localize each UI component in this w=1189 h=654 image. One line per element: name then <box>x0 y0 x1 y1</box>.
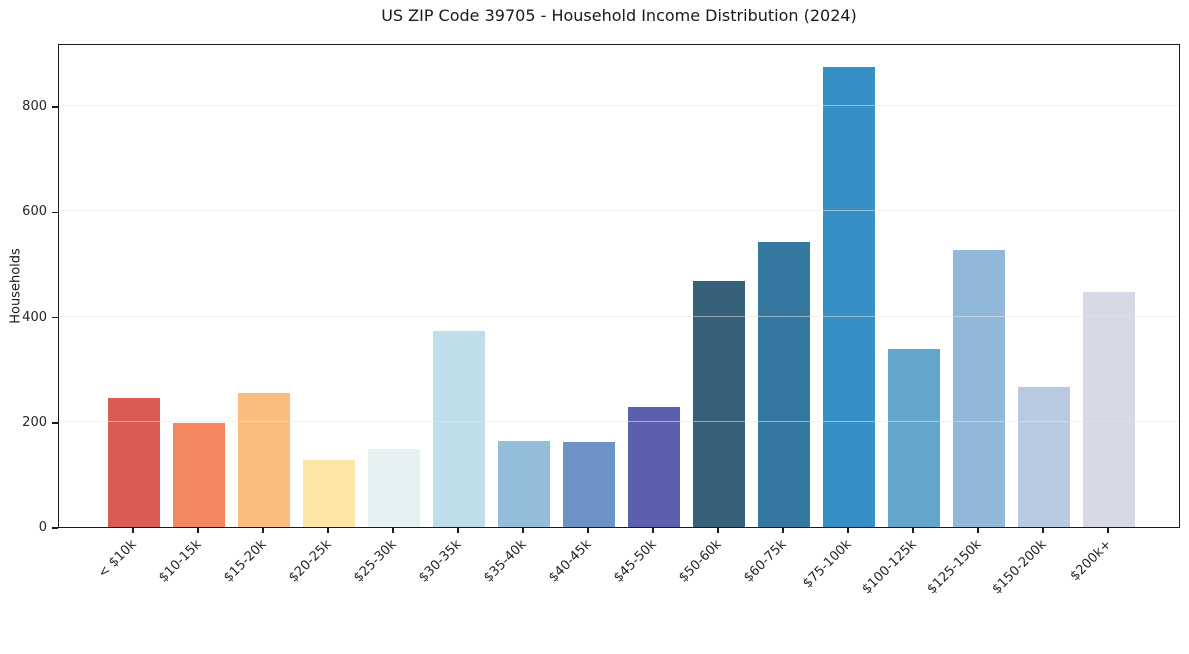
y-tick-mark-200 <box>52 422 58 424</box>
x-tick-mark-$10-15k <box>197 528 199 533</box>
x-tick-label-$60-75k: $60-75k <box>741 537 790 586</box>
x-tick-mark-$45-50k <box>652 528 654 533</box>
x-tick-mark-$30-35k <box>457 528 459 533</box>
y-tick-label-0: 0 <box>38 520 47 535</box>
gridline-800 <box>59 105 1179 107</box>
x-tick-mark-$150-200k <box>1042 528 1044 533</box>
y-tick-mark-400 <box>52 316 58 319</box>
x-tick-label-$45-50k: $45-50k <box>611 537 660 586</box>
bar-$15-20k <box>238 393 290 527</box>
bar-$40-45k <box>563 441 615 527</box>
bar-< $10k <box>108 398 160 527</box>
x-tick-label-$50-60k: $50-60k <box>676 537 725 586</box>
bar-$35-40k <box>498 440 550 527</box>
x-tick-mark-$100-125k <box>912 528 914 533</box>
x-tick-label-< $10k: < $10k <box>95 537 140 582</box>
bar-$60-75k <box>758 241 810 527</box>
x-tick-label-$10-15k: $10-15k <box>156 537 205 586</box>
x-tick-mark-$60-75k <box>782 528 784 533</box>
gridlines-layer <box>59 45 1179 527</box>
gridline-200 <box>59 420 1179 422</box>
x-tick-label-$25-30k: $25-30k <box>351 537 400 586</box>
bar-$10-15k <box>173 423 225 527</box>
bar-$50-60k <box>693 280 745 527</box>
y-tick-label-400: 400 <box>22 309 47 325</box>
y-tick-mark-0 <box>52 527 58 529</box>
bar-$45-50k <box>628 406 680 527</box>
y-tick-mark-800 <box>52 106 58 108</box>
plot-area <box>58 44 1180 528</box>
x-tick-label-$150-200k: $150-200k <box>989 537 1050 598</box>
x-tick-label-$40-45k: $40-45k <box>546 537 595 586</box>
bar-$125-150k <box>953 249 1005 527</box>
x-tick-mark-$20-25k <box>327 528 329 533</box>
x-tick-label-$125-150k: $125-150k <box>924 537 985 598</box>
figure: US ZIP Code 39705 - Household Income Dis… <box>9 6 1180 597</box>
x-tick-label-$30-35k: $30-35k <box>416 537 465 586</box>
bar-$30-35k <box>433 331 485 527</box>
x-tick-mark-$25-30k <box>392 528 394 533</box>
x-tick-mark-$15-20k <box>262 528 264 533</box>
x-tick-mark-$200k+ <box>1107 528 1109 533</box>
bar-$25-30k <box>368 448 420 527</box>
bar-$150-200k <box>1018 387 1070 527</box>
x-tick-mark-$50-60k <box>717 528 719 533</box>
x-tick-mark-< $10k <box>132 528 134 533</box>
x-tick-label-$35-40k: $35-40k <box>481 537 530 586</box>
bar-$75-100k <box>823 67 875 527</box>
x-tick-label-$15-20k: $15-20k <box>221 537 270 586</box>
x-tick-mark-$40-45k <box>587 528 589 533</box>
chart-title: US ZIP Code 39705 - Household Income Dis… <box>381 6 857 25</box>
y-tick-label-200: 200 <box>22 414 47 430</box>
bar-$20-25k <box>303 460 355 527</box>
bar-$200k+ <box>1083 291 1135 527</box>
x-tick-mark-$35-40k <box>522 528 524 533</box>
x-tick-mark-$125-150k <box>977 528 979 533</box>
bar-$100-125k <box>888 349 940 527</box>
x-tick-label-$200k+: $200k+ <box>1067 537 1115 585</box>
x-tick-label-$100-125k: $100-125k <box>859 537 920 598</box>
gridline-600 <box>59 210 1179 212</box>
x-tick-label-$75-100k: $75-100k <box>800 537 855 592</box>
x-tick-mark-$75-100k <box>847 528 849 533</box>
gridline-400 <box>59 315 1179 317</box>
y-tick-mark-600 <box>52 211 58 214</box>
y-tick-label-800: 800 <box>22 99 47 115</box>
y-tick-label-600: 600 <box>22 204 47 220</box>
x-tick-label-$20-25k: $20-25k <box>286 537 335 586</box>
bars-layer <box>59 45 1179 527</box>
